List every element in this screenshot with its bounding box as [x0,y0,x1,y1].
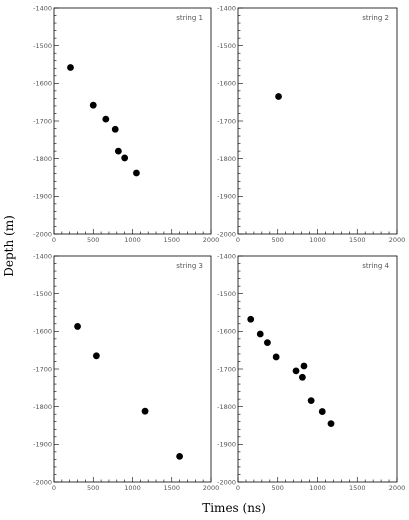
data-point [92,352,100,360]
y-tick-label: -1800 [33,155,52,163]
y-tick-label: -1500 [217,42,236,50]
y-tick-label: -1400 [33,252,52,260]
data-point [176,452,184,460]
plot-frame [53,7,212,235]
y-tick-label: -1900 [217,193,236,201]
y-tick-label: -1400 [33,4,52,12]
data-point [114,147,122,155]
x-tick-label: 0 [52,236,56,244]
data-point [111,125,119,133]
plot-frame [53,255,212,483]
y-tick-label: -1600 [217,328,236,336]
x-tick-label: 1500 [163,484,180,492]
data-point [247,315,255,323]
y-tick-label: -1800 [33,403,52,411]
data-point [272,353,280,361]
x-tick-label: 2000 [203,484,220,492]
y-axis-title: Depth (m) [2,215,16,277]
data-point [102,115,110,123]
data-point [67,64,74,71]
x-axis-title: Times (ns) [202,501,266,515]
x-tick-label: 0 [52,484,56,492]
y-tick-label: -1800 [217,403,236,411]
panels-group: 0 500 1000 1500 2000 -1400 -1500 -1600 -1700 -180… [33,4,405,492]
y-tick-label: -1600 [33,328,52,336]
data-point [275,93,282,100]
y-tick-label: -1900 [33,441,52,449]
data-point [318,408,326,415]
y-tick-label: -1700 [217,117,236,125]
x-tick-label: 500 [87,236,99,244]
y-tick-label: -2000 [33,478,52,486]
panel-label: string 1 [176,14,203,22]
panel-label: string 2 [362,14,389,22]
plot-frame [237,7,398,235]
y-tick-label: -2000 [217,230,236,238]
panel-label: string 4 [362,262,389,270]
x-tick-label: 500 [272,236,284,244]
x-tick-label: 1500 [163,236,180,244]
y-tick-label: -1800 [217,155,236,163]
x-tick-label: 1000 [124,236,141,244]
data-point [298,373,306,381]
panel-2: 0 500 1000 1500 2000 -1400 -1500 -1600 -1700 -180… [217,4,405,244]
y-tick-label: -1500 [33,290,52,298]
y-tick-label: -1500 [33,42,52,50]
panel-4: 0 500 1000 1500 2000 -1400 -1500 -1600 -1700 -180… [217,252,405,492]
y-tick-label: -1400 [217,4,236,12]
data-point [256,330,264,338]
x-tick-label: 0 [236,484,240,492]
y-tick-label: -1700 [33,117,52,125]
y-tick-label: -1900 [217,441,236,449]
y-tick-label: -1900 [33,193,52,201]
data-point [300,362,308,370]
x-tick-label: 1000 [309,236,326,244]
data-point [292,367,300,375]
y-tick-label: -1400 [217,252,236,260]
x-tick-label: 2000 [389,484,406,492]
data-point [89,101,97,109]
x-tick-label: 500 [272,484,284,492]
x-tick-label: 1000 [124,484,141,492]
data-point [133,169,140,177]
x-tick-label: 1500 [349,484,366,492]
x-tick-label: 500 [87,484,99,492]
x-tick-label: 2000 [203,236,220,244]
y-tick-label: -2000 [33,230,52,238]
x-tick-label: 1000 [309,484,326,492]
panel-3: 0 500 1000 1500 2000 -1400 -1500 -1600 -1700 -180… [33,252,219,492]
y-tick-label: -2000 [217,478,236,486]
x-tick-label: 0 [236,236,240,244]
plot-frame [237,255,398,483]
x-tick-label: 2000 [389,236,406,244]
data-point [121,154,129,162]
data-point [141,407,149,415]
data-point [327,420,335,428]
y-tick-label: -1500 [217,290,236,298]
y-tick-label: -1600 [33,80,52,88]
y-tick-label: -1600 [217,80,236,88]
y-tick-label: -1700 [33,365,52,373]
panel-1: 0 500 1000 1500 2000 -1400 -1500 -1600 -1700 -180… [33,4,219,244]
y-tick-label: -1700 [217,365,236,373]
x-tick-label: 1500 [349,236,366,244]
data-point [307,397,315,405]
data-point [264,339,271,347]
panel-label: string 3 [176,262,203,270]
data-point [74,323,81,330]
